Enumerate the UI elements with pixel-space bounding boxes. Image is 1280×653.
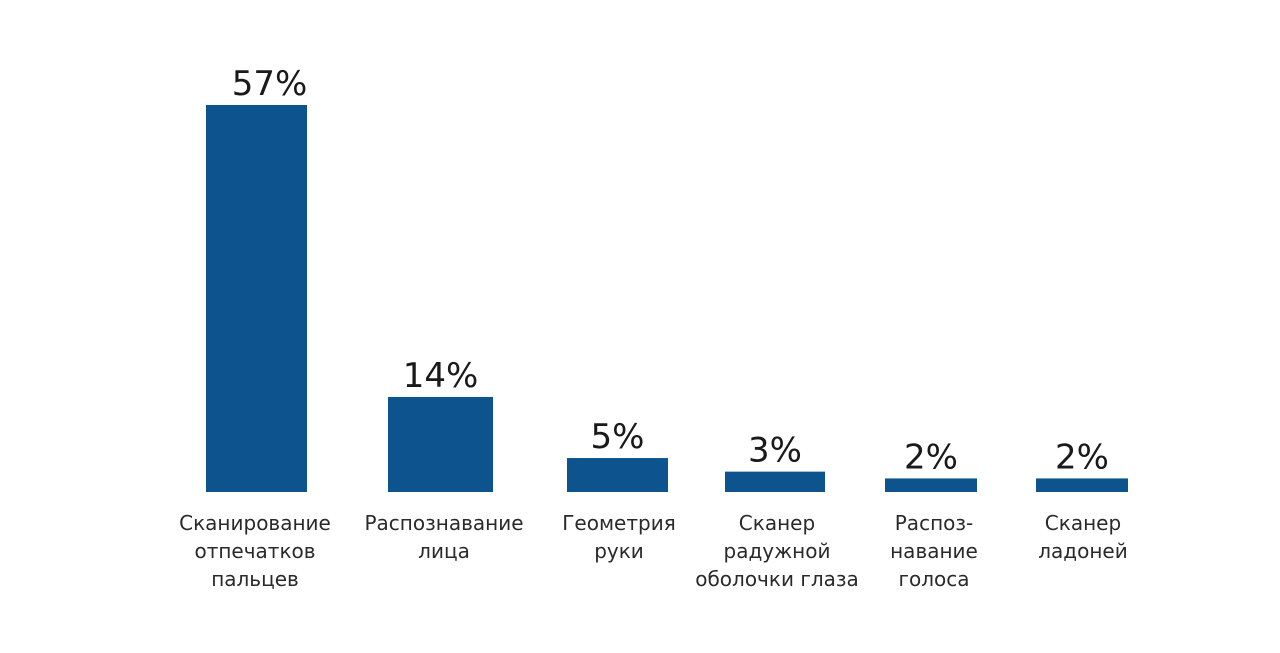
category-label-2: Распознавание лица: [364, 511, 523, 563]
category-label-line: навание: [890, 539, 978, 563]
bar-3: [567, 458, 668, 492]
category-label-line: Сканирование: [179, 511, 331, 535]
category-label-line: Распоз-: [895, 511, 973, 535]
value-label-1: 57%: [232, 64, 308, 104]
value-label-2: 14%: [403, 356, 479, 396]
bar-6: [1036, 478, 1128, 492]
category-label-line: радужной: [724, 539, 831, 563]
bar-1: [206, 105, 307, 492]
category-label-line: ладоней: [1038, 539, 1127, 563]
category-label-1: Сканирование отпечатков пальцев: [179, 511, 331, 591]
category-label-line: оболочки глаза: [695, 567, 859, 591]
category-label-line: отпечатков: [194, 539, 315, 563]
value-label-4: 3%: [748, 431, 802, 471]
category-label-line: пальцев: [211, 567, 299, 591]
category-label-line: голоса: [898, 567, 969, 591]
category-label-line: руки: [594, 539, 644, 563]
category-label-4: Сканер радужной оболочки глаза: [695, 511, 859, 591]
category-label-3: Геометрия руки: [562, 511, 676, 563]
bars-group: [206, 105, 1128, 492]
value-label-3: 5%: [591, 417, 645, 457]
bar-5: [885, 478, 977, 492]
value-labels-group: 57% 14% 5% 3% 2% 2%: [232, 64, 1109, 477]
category-labels-group: Сканирование отпечатков пальцев Распознаван…: [179, 511, 1128, 591]
category-label-6: Сканер ладоней: [1038, 511, 1127, 563]
category-label-line: Сканер: [739, 511, 815, 535]
bar-4: [725, 471, 825, 492]
value-label-6: 2%: [1055, 437, 1109, 477]
category-label-line: Геометрия: [562, 511, 676, 535]
category-label-line: Сканер: [1045, 511, 1121, 535]
category-label-5: Распоз-навание голоса: [890, 511, 978, 591]
category-label-line: Распознавание: [364, 511, 523, 535]
value-label-5: 2%: [904, 437, 958, 477]
bar-2: [388, 396, 493, 492]
category-label-line: лица: [418, 539, 470, 563]
